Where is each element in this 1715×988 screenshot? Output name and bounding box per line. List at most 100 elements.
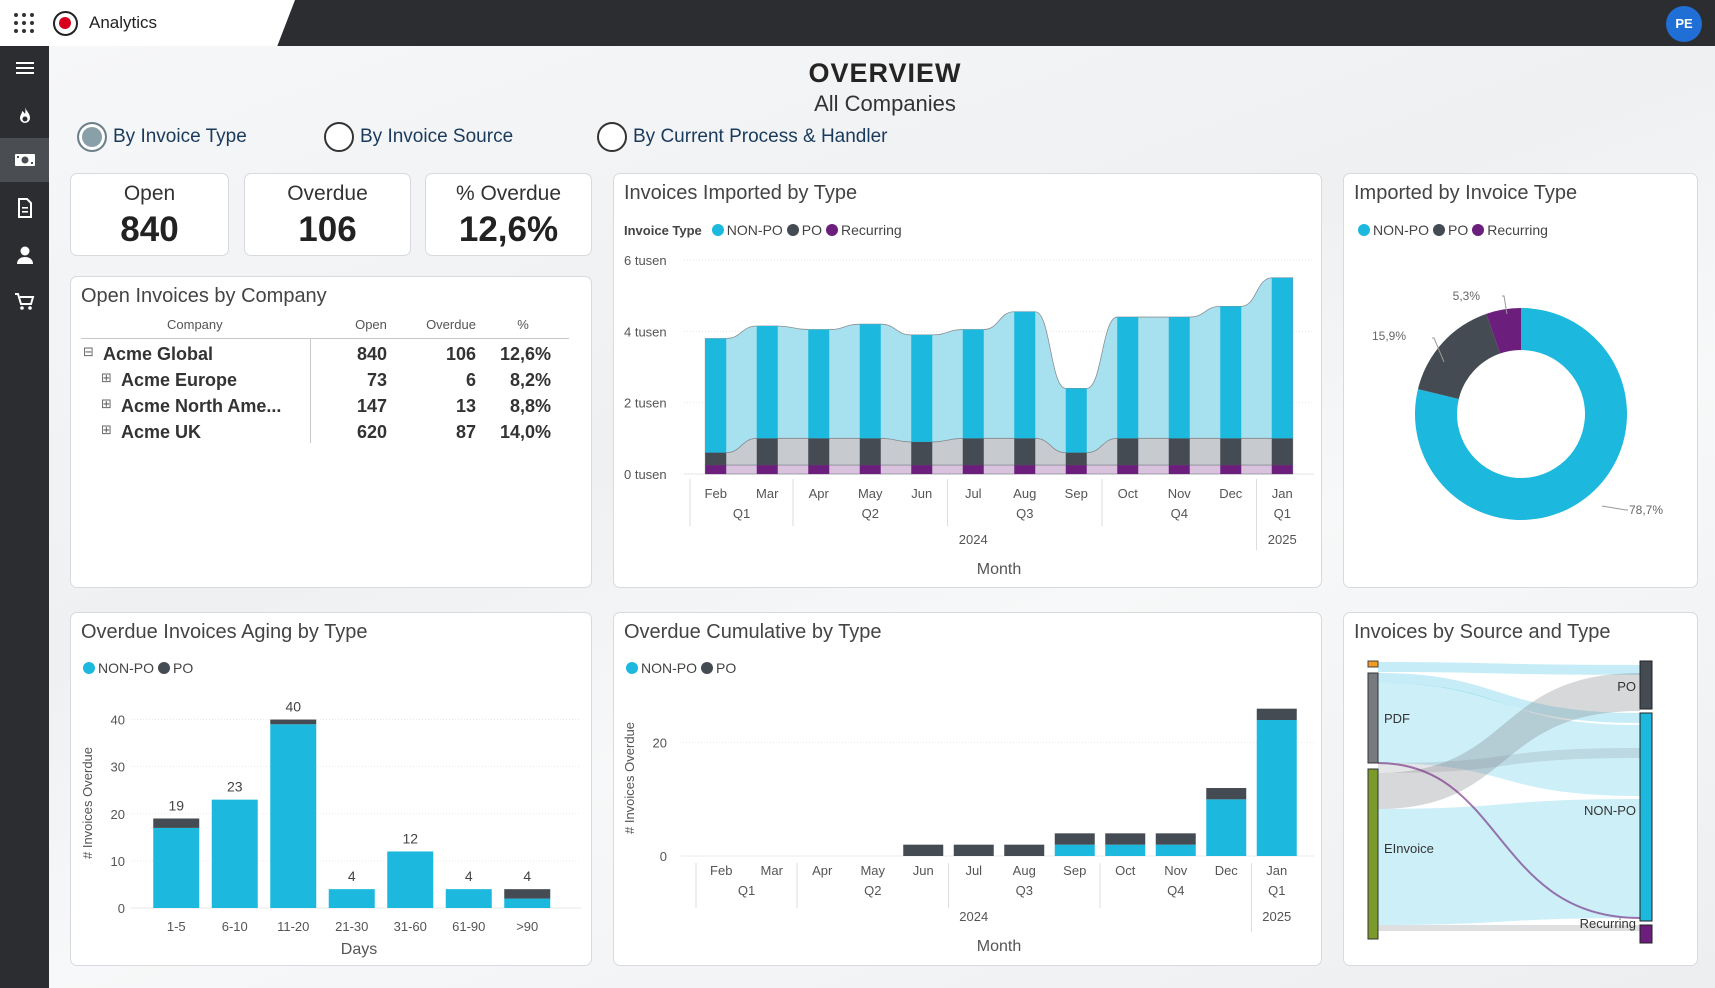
row-expander-icon[interactable]: ⊞: [101, 370, 112, 385]
bar-po[interactable]: [1155, 833, 1196, 845]
bar-po[interactable]: [1065, 452, 1087, 466]
legend-item: Recurring: [841, 222, 902, 238]
imported-by-type-chart[interactable]: 0 tusen 2 tusen 4 tusen 6 tusen Feb Mar Apr May…: [614, 174, 1320, 586]
bar-po[interactable]: [1256, 708, 1297, 720]
bar-non-po[interactable]: [1271, 277, 1293, 439]
ribbon-po: [704, 437, 1294, 466]
bar-non-po[interactable]: [387, 851, 434, 908]
bar-po[interactable]: [1117, 438, 1139, 466]
kpi-percent-overdue[interactable]: % Overdue 12,6%: [425, 173, 592, 256]
kpi-overdue[interactable]: Overdue 106: [244, 173, 411, 256]
x-tick-label: 31-60: [394, 919, 427, 934]
bar-po[interactable]: [1220, 438, 1242, 466]
bar-recurring[interactable]: [1065, 465, 1087, 474]
donut-slice-po[interactable]: [1417, 313, 1501, 399]
bar-non-po[interactable]: [1054, 844, 1095, 856]
bar-po[interactable]: [911, 441, 933, 466]
bar-non-po[interactable]: [1206, 799, 1247, 856]
bar-non-po[interactable]: [1117, 317, 1139, 439]
bar-non-po[interactable]: [911, 334, 933, 442]
bar-po[interactable]: [962, 438, 984, 466]
toggle-by-invoice-source[interactable]: By Invoice Source: [324, 122, 513, 152]
bar-non-po[interactable]: [328, 889, 375, 908]
row-expander-icon[interactable]: ⊞: [101, 396, 112, 411]
bar-po[interactable]: [953, 844, 994, 856]
bar-po[interactable]: [1054, 833, 1095, 845]
donut-slice-non-po[interactable]: [1415, 308, 1627, 520]
toggle-by-invoice-type[interactable]: By Invoice Type: [77, 122, 247, 152]
bar-recurring[interactable]: [1014, 465, 1036, 474]
person-icon[interactable]: [0, 233, 49, 277]
bar-non-po[interactable]: [1065, 388, 1087, 453]
app-launcher-icon[interactable]: [14, 13, 36, 35]
sankey-node-pdf[interactable]: [1367, 672, 1379, 764]
bar-non-po[interactable]: [808, 329, 830, 439]
aging-chart[interactable]: 0 10 20 30 40 # Invoices Overdue 19 1-5 23 6-10 40…: [71, 613, 590, 964]
bar-po[interactable]: [1168, 438, 1190, 466]
table-row[interactable]: ⊟ Acme Global 840 106 12,6%: [71, 344, 581, 368]
bar-po[interactable]: [1014, 438, 1036, 466]
bar-po[interactable]: [756, 438, 778, 466]
bar-po[interactable]: [1206, 788, 1247, 800]
user-avatar[interactable]: PE: [1666, 6, 1702, 42]
bar-po[interactable]: [705, 452, 727, 466]
sankey-node-small[interactable]: [1367, 660, 1379, 668]
year-label: 2024: [959, 532, 988, 547]
bar-non-po[interactable]: [1168, 317, 1190, 439]
bar-recurring[interactable]: [1220, 465, 1242, 474]
cash-icon[interactable]: [0, 138, 49, 182]
bar-recurring[interactable]: [962, 465, 984, 474]
bar-non-po[interactable]: [859, 324, 881, 439]
cumulative-chart[interactable]: 0 20 # Invoices Overdue Feb Mar Apr May Jun Jul A…: [614, 613, 1320, 964]
donut-slice-recurring[interactable]: [1486, 308, 1521, 354]
bar-non-po[interactable]: [153, 827, 200, 908]
table-row[interactable]: ⊞ Acme North Ame... 147 13 8,8%: [71, 396, 581, 420]
bar-non-po[interactable]: [445, 889, 492, 908]
bar-non-po[interactable]: [270, 724, 317, 908]
bar-po[interactable]: [1105, 833, 1146, 845]
table-row[interactable]: ⊞ Acme Europe 73 6 8,2%: [71, 370, 581, 394]
bar-non-po[interactable]: [756, 325, 778, 439]
bar-po[interactable]: [270, 719, 317, 725]
bar-recurring[interactable]: [808, 465, 830, 474]
sankey-node-recurring[interactable]: [1639, 924, 1653, 944]
row-expander-icon[interactable]: ⊞: [101, 422, 112, 437]
bar-non-po[interactable]: [962, 329, 984, 439]
bar-non-po[interactable]: [1155, 844, 1196, 856]
cart-icon[interactable]: [0, 280, 49, 324]
bar-recurring[interactable]: [1168, 465, 1190, 474]
sankey-node-einvoice[interactable]: [1367, 768, 1379, 940]
donut-chart[interactable]: 78,7% 15,9% 5,3%: [1344, 174, 1696, 586]
toggle-by-current-process[interactable]: By Current Process & Handler: [597, 122, 888, 152]
bar-non-po[interactable]: [705, 338, 727, 453]
bar-recurring[interactable]: [911, 465, 933, 474]
bar-po[interactable]: [1004, 844, 1045, 856]
bar-non-po[interactable]: [504, 898, 551, 908]
bar-non-po[interactable]: [1014, 311, 1036, 439]
bar-non-po[interactable]: [211, 799, 258, 908]
bar-po[interactable]: [808, 438, 830, 466]
sankey-chart[interactable]: PDF EInvoice PO NON-PO Recurring: [1344, 613, 1696, 964]
bar-po[interactable]: [153, 818, 200, 828]
bar-po[interactable]: [504, 889, 551, 899]
bar-po[interactable]: [1271, 438, 1293, 466]
fire-icon[interactable]: [0, 94, 49, 138]
x-tick-label: Sep: [1063, 863, 1086, 878]
bar-recurring[interactable]: [1271, 465, 1293, 474]
row-expander-icon[interactable]: ⊟: [83, 344, 94, 359]
menu-icon[interactable]: [0, 46, 49, 90]
bar-non-po[interactable]: [1220, 306, 1242, 439]
bar-po[interactable]: [859, 438, 881, 466]
bar-recurring[interactable]: [859, 465, 881, 474]
table-row[interactable]: ⊞ Acme UK 620 87 14,0%: [71, 422, 581, 446]
document-icon[interactable]: [0, 186, 49, 230]
sankey-node-po[interactable]: [1639, 660, 1653, 710]
bar-recurring[interactable]: [1117, 465, 1139, 474]
bar-recurring[interactable]: [705, 465, 727, 474]
bar-po[interactable]: [903, 844, 944, 856]
kpi-open[interactable]: Open 840: [70, 173, 229, 256]
bar-non-po[interactable]: [1256, 720, 1297, 856]
bar-non-po[interactable]: [1105, 844, 1146, 856]
sankey-node-non-po[interactable]: [1639, 712, 1653, 922]
bar-recurring[interactable]: [756, 465, 778, 474]
